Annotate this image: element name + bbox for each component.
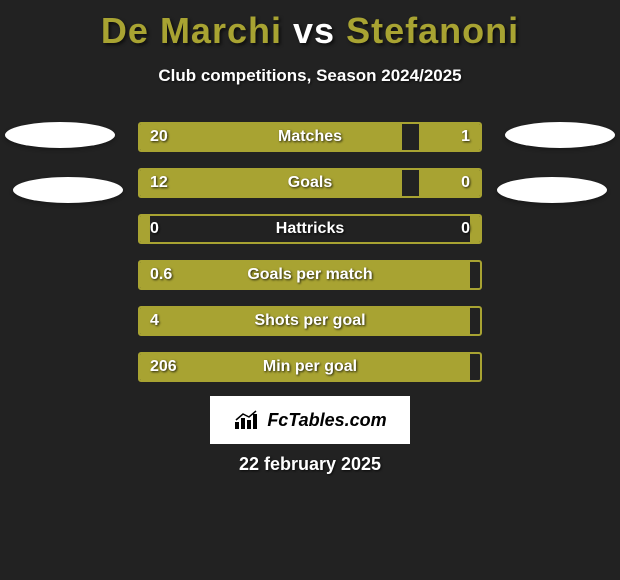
stat-bars: 20 1 Matches 12 0 Goals 0 0 Hattricks 0.6 Goals pe… (138, 122, 482, 382)
bar-fill-right (419, 170, 480, 196)
decor-ellipse-left-1 (5, 122, 115, 148)
player2-name: Stefanoni (346, 10, 519, 51)
chart-icon (233, 410, 261, 430)
vs-text: vs (293, 10, 335, 51)
bar-fill-left (140, 124, 402, 150)
stat-value-left: 20 (150, 128, 168, 146)
stat-bar-row: 4 Shots per goal (138, 306, 482, 336)
player1-name: De Marchi (101, 10, 282, 51)
stat-value-right: 0 (461, 220, 470, 238)
comparison-title: De Marchi vs Stefanoni (0, 0, 620, 52)
stat-value-left: 0.6 (150, 266, 172, 284)
decor-ellipse-right-2 (497, 177, 607, 203)
bar-fill-left (140, 170, 402, 196)
stat-value-left: 4 (150, 312, 159, 330)
bar-fill-left (140, 216, 150, 242)
stat-value-left: 12 (150, 174, 168, 192)
stat-label: Matches (278, 128, 342, 146)
bar-fill-right (419, 124, 480, 150)
stat-bar-row: 0 0 Hattricks (138, 214, 482, 244)
stat-value-right: 0 (461, 174, 470, 192)
logo-text: FcTables.com (267, 410, 386, 431)
stat-bar-row: 206 Min per goal (138, 352, 482, 382)
decor-ellipse-left-2 (13, 177, 123, 203)
stat-value-right: 1 (461, 128, 470, 146)
subtitle: Club competitions, Season 2024/2025 (0, 66, 620, 86)
stat-label: Hattricks (276, 220, 344, 238)
date-text: 22 february 2025 (0, 454, 620, 475)
stat-bar-row: 12 0 Goals (138, 168, 482, 198)
decor-ellipse-right-1 (505, 122, 615, 148)
stat-value-left: 206 (150, 358, 177, 376)
stat-bar-row: 20 1 Matches (138, 122, 482, 152)
stat-value-left: 0 (150, 220, 159, 238)
stat-label: Shots per goal (254, 312, 365, 330)
logo-box: FcTables.com (210, 396, 410, 444)
stat-bar-row: 0.6 Goals per match (138, 260, 482, 290)
stat-label: Goals (288, 174, 332, 192)
stat-label: Min per goal (263, 358, 357, 376)
stat-label: Goals per match (247, 266, 372, 284)
bar-fill-right (470, 216, 480, 242)
